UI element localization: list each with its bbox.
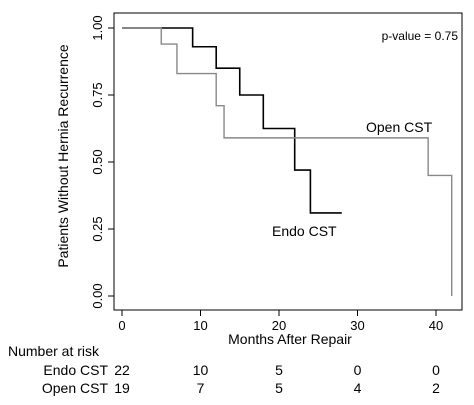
y-axis: 0.00 0.25 0.50 0.75 1.00 (90, 15, 114, 309)
series-label-open-cst: Open CST (366, 119, 433, 135)
risk-row-label: Endo CST (43, 362, 108, 378)
y-tick-label: 0.00 (90, 283, 105, 308)
risk-count: 22 (114, 362, 130, 378)
risk-table: Number at risk Endo CST 22 10 5 0 0 Open CST 19… (8, 343, 440, 396)
y-tick-label: 0.50 (90, 149, 105, 174)
x-tick-label: 0 (118, 318, 125, 333)
series-line-endo-cst (122, 27, 342, 214)
x-axis-label: Months After Repair (228, 331, 352, 347)
y-tick-label: 0.75 (90, 82, 105, 107)
p-value-annotation: p-value = 0.75 (382, 29, 459, 43)
risk-count: 2 (432, 380, 440, 396)
risk-count: 7 (197, 380, 205, 396)
risk-count: 5 (275, 362, 283, 378)
series-label-endo-cst: Endo CST (272, 223, 337, 239)
risk-count: 4 (354, 380, 362, 396)
series-layer (122, 27, 453, 296)
plot-frame (113, 12, 463, 311)
risk-count: 0 (432, 362, 440, 378)
risk-count: 10 (193, 362, 209, 378)
y-axis-label: Patients Without Hernia Recurrence (55, 44, 71, 268)
x-tick-label: 10 (193, 318, 207, 333)
risk-count: 0 (354, 362, 362, 378)
risk-row-label: Open CST (42, 380, 109, 396)
x-tick-label: 40 (429, 318, 443, 333)
x-tick-label: 30 (350, 318, 364, 333)
risk-count: 19 (114, 380, 130, 396)
risk-count: 5 (275, 380, 283, 396)
risk-table-title: Number at risk (8, 343, 100, 359)
y-tick-label: 0.25 (90, 216, 105, 241)
y-tick-label: 1.00 (90, 15, 105, 40)
x-axis: 0 10 20 30 40 (118, 310, 443, 333)
series-line-open-cst (122, 27, 453, 296)
x-tick-label: 20 (272, 318, 286, 333)
